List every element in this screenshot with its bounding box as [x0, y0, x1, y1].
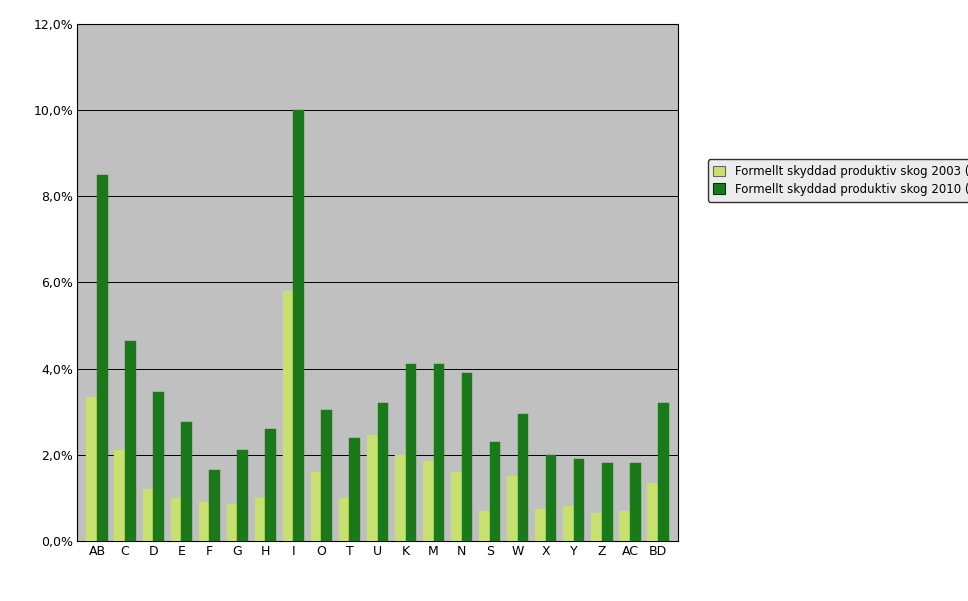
Bar — [518, 414, 529, 541]
Bar — [630, 463, 641, 541]
Bar — [293, 110, 304, 541]
Bar — [406, 364, 416, 541]
Bar — [142, 489, 153, 541]
Bar — [321, 409, 332, 541]
Bar — [367, 435, 378, 541]
Bar — [311, 472, 321, 541]
Bar — [237, 451, 248, 541]
Bar — [86, 397, 97, 541]
Bar — [658, 403, 669, 541]
Bar — [97, 175, 107, 541]
Bar — [434, 364, 444, 541]
Bar — [170, 498, 181, 541]
Bar — [283, 291, 293, 541]
Bar — [378, 403, 388, 541]
Bar — [395, 455, 406, 541]
Bar — [198, 502, 209, 541]
Bar — [451, 472, 462, 541]
Bar — [591, 513, 602, 541]
Bar — [125, 341, 136, 541]
Bar — [479, 511, 490, 541]
Bar — [563, 507, 574, 541]
Bar — [227, 504, 237, 541]
Bar — [620, 511, 630, 541]
Bar — [153, 392, 164, 541]
Bar — [265, 429, 276, 541]
Bar — [546, 455, 557, 541]
Bar — [490, 442, 500, 541]
Bar — [114, 451, 125, 541]
Bar — [507, 476, 518, 541]
Bar — [349, 438, 360, 541]
Bar — [648, 483, 658, 541]
Bar — [574, 459, 585, 541]
Bar — [181, 423, 192, 541]
Bar — [209, 470, 220, 541]
Bar — [602, 463, 613, 541]
Bar — [255, 498, 265, 541]
Bar — [462, 373, 472, 541]
Bar — [339, 498, 349, 541]
Legend: Formellt skyddad produktiv skog 2003 (%), Formellt skyddad produktiv skog 2010 (: Formellt skyddad produktiv skog 2003 (%)… — [708, 159, 968, 202]
Bar — [535, 508, 546, 541]
Bar — [423, 461, 434, 541]
